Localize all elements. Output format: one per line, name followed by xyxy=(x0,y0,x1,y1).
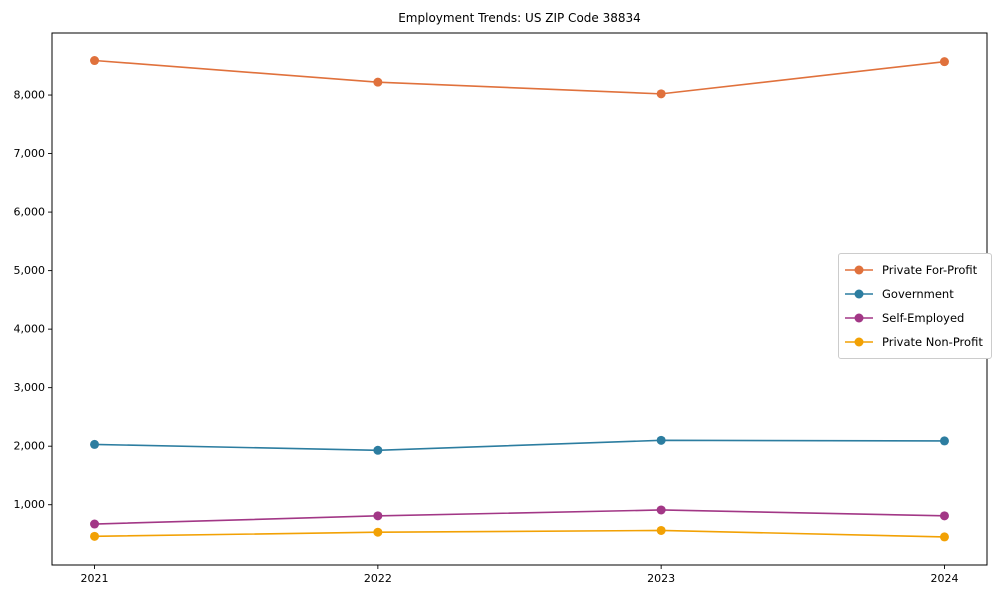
series-line-private-non-profit xyxy=(94,529,945,538)
series-line-government xyxy=(94,439,945,452)
y-axis-tick-label: 2,000 xyxy=(14,440,46,453)
legend-label: Government xyxy=(882,287,954,301)
data-point-government xyxy=(90,439,100,449)
data-point-private-for-profit xyxy=(656,89,666,99)
data-point-self-employed xyxy=(939,511,949,521)
x-axis-tick-label: 2022 xyxy=(364,572,392,585)
data-point-self-employed xyxy=(656,505,666,515)
data-point-government xyxy=(373,445,383,455)
legend-item-private-for-profit: Private For-Profit xyxy=(844,258,983,282)
y-axis-tick-label: 8,000 xyxy=(14,89,46,102)
chart-title: Employment Trends: US ZIP Code 38834 xyxy=(398,11,641,25)
legend-marker-icon xyxy=(845,313,873,323)
x-axis-tick-label: 2024 xyxy=(930,572,958,585)
data-point-private-non-profit xyxy=(656,525,666,535)
x-axis-tick-label: 2021 xyxy=(81,572,109,585)
data-point-private-non-profit xyxy=(373,527,383,537)
data-point-private-non-profit xyxy=(939,532,949,542)
y-axis-tick-label: 3,000 xyxy=(14,381,46,394)
data-point-private-for-profit xyxy=(90,56,100,66)
legend-label: Private Non-Profit xyxy=(882,335,983,349)
legend-item-private-non-profit: Private Non-Profit xyxy=(844,330,983,354)
x-axis-tick-label: 2023 xyxy=(647,572,675,585)
legend-marker-icon xyxy=(845,265,873,275)
data-point-private-for-profit xyxy=(373,77,383,87)
y-axis-tick-label: 7,000 xyxy=(14,147,46,160)
legend-marker-icon xyxy=(845,289,873,299)
legend: Private For-Profit Government Self-Employe… xyxy=(838,253,992,359)
data-point-government xyxy=(656,435,666,445)
data-point-private-for-profit xyxy=(939,57,949,67)
data-point-self-employed xyxy=(90,519,100,529)
y-axis-tick-label: 5,000 xyxy=(14,264,46,277)
series-line-private-for-profit xyxy=(94,59,945,95)
legend-label: Self-Employed xyxy=(882,311,965,325)
legend-item-government: Government xyxy=(844,282,983,306)
legend-item-self-employed: Self-Employed xyxy=(844,306,983,330)
series-line-self-employed xyxy=(94,509,945,525)
data-point-self-employed xyxy=(373,511,383,521)
y-axis-tick-label: 4,000 xyxy=(14,323,46,336)
data-point-government xyxy=(939,436,949,446)
y-axis-tick-label: 1,000 xyxy=(14,498,46,511)
y-axis-tick-label: 6,000 xyxy=(14,206,46,219)
data-point-private-non-profit xyxy=(90,531,100,541)
legend-marker-icon xyxy=(845,337,873,347)
legend-label: Private For-Profit xyxy=(882,263,978,277)
